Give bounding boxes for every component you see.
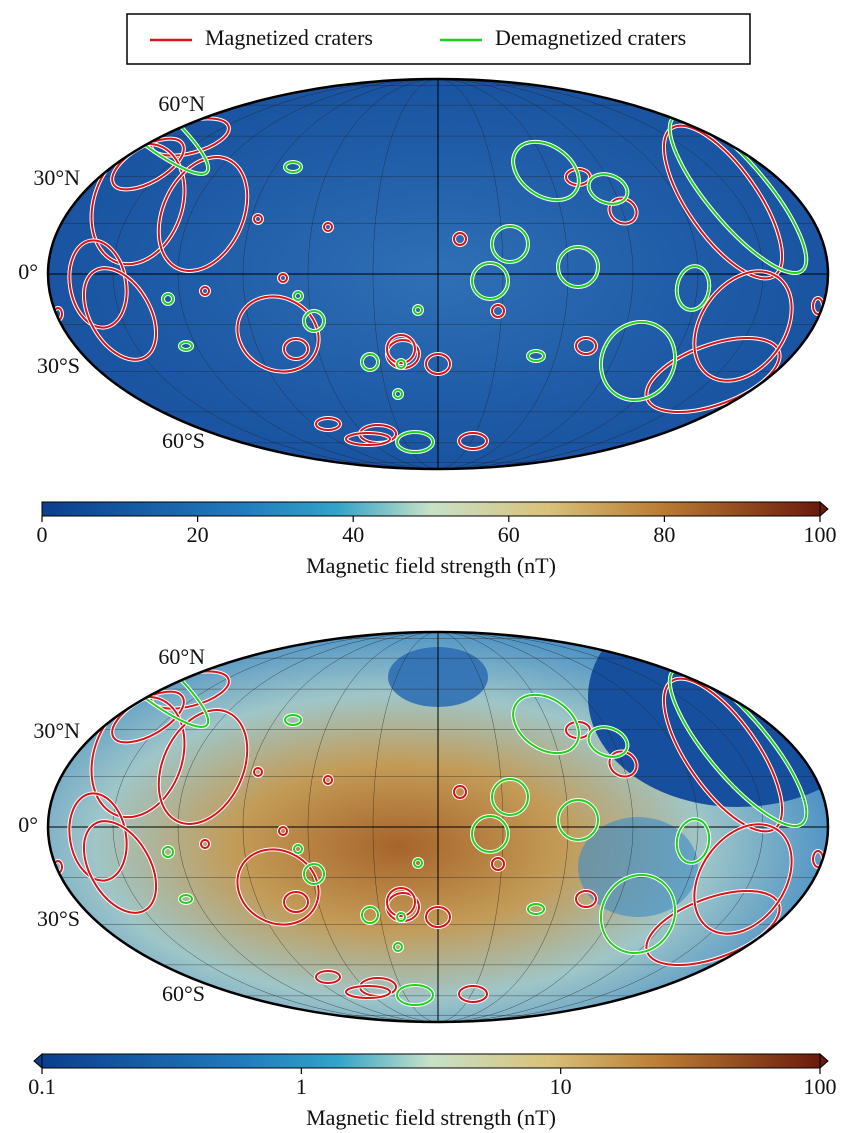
- latitude-label: 0°: [18, 812, 38, 837]
- map: [0, 41, 846, 469]
- colorbar-tick-label: 80: [653, 522, 675, 547]
- latitude-label: 60°S: [162, 981, 205, 1006]
- latitude-label: 30°N: [33, 718, 80, 743]
- colorbar-tick-label: 100: [804, 1074, 837, 1099]
- colorbar-tick-label: 0: [37, 522, 48, 547]
- colorbar-tick-label: 40: [342, 522, 364, 547]
- crater-halo: [736, 409, 760, 419]
- latitude-label: 60°S: [162, 428, 205, 453]
- latitude-label: 30°S: [37, 353, 80, 378]
- latitude-label: 60°N: [158, 91, 205, 116]
- latitude-label: 0°: [18, 259, 38, 284]
- crater-halo: [736, 962, 760, 972]
- colorbar-extend: [34, 1054, 42, 1068]
- colorbar-tick-label: 1: [296, 1074, 307, 1099]
- colorbar-tick-label: 0.1: [28, 1074, 56, 1099]
- crater-outline: [736, 962, 760, 972]
- map: [0, 587, 846, 1022]
- colorbar-tick-label: 60: [498, 522, 520, 547]
- crater-outline: [736, 409, 760, 419]
- legend-label: Demagnetized craters: [495, 25, 686, 50]
- colorbar-label: Magnetic field strength (nT): [306, 553, 556, 578]
- latitude-label: 30°N: [33, 165, 80, 190]
- figure: Magnetized craters Demagnetized craters 60…: [0, 0, 846, 1133]
- colorbar-tick-label: 10: [550, 1074, 572, 1099]
- colorbar-tick-label: 100: [804, 522, 837, 547]
- colorbar-tick-label: 20: [187, 522, 209, 547]
- latitude-label: 30°S: [37, 906, 80, 931]
- colorbar-extend: [820, 1054, 828, 1068]
- legend-label: Magnetized craters: [205, 25, 373, 50]
- latitude-label: 60°N: [158, 644, 205, 669]
- colorbar-label: Magnetic field strength (nT): [306, 1105, 556, 1130]
- colorbar-extend: [820, 502, 828, 516]
- colorbar: [42, 1054, 820, 1068]
- colorbar: [42, 502, 820, 516]
